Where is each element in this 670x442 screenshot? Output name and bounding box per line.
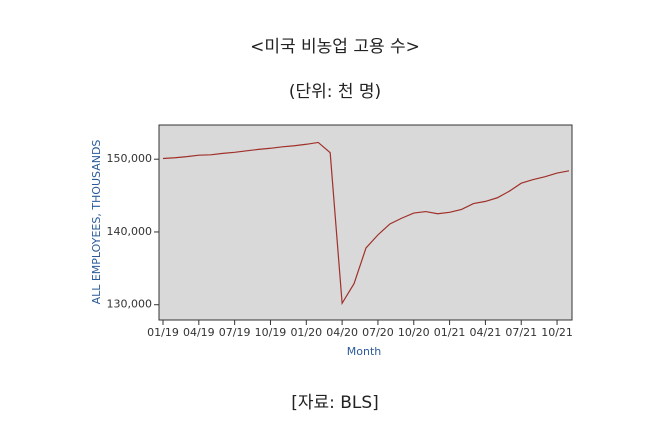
y-tick-label: 140,000 [107, 225, 153, 238]
x-tick-label: 01/20 [290, 326, 322, 339]
x-tick-label: 07/19 [219, 326, 251, 339]
x-tick-label: 04/19 [183, 326, 215, 339]
x-tick-label: 10/20 [398, 326, 430, 339]
y-axis-label: ALL EMPLOYEES, THOUSANDS [90, 140, 103, 305]
x-tick-label: 10/21 [541, 326, 573, 339]
y-tick-label: 150,000 [107, 152, 153, 165]
source-note: [자료: BLS] [291, 393, 379, 413]
x-tick-label: 07/20 [362, 326, 394, 339]
x-axis-label: Month [347, 345, 382, 358]
data-line [162, 141, 570, 306]
x-tick-label: 04/20 [326, 326, 358, 339]
x-tick-label: 04/21 [470, 326, 502, 339]
x-tick-label: 07/21 [505, 326, 537, 339]
x-tick-label: 01/21 [434, 326, 466, 339]
y-tick-label: 130,000 [107, 298, 153, 311]
plot-area [158, 124, 573, 321]
chart-subtitle: (단위: 천 명) [289, 82, 381, 102]
x-tick-label: 01/19 [147, 326, 179, 339]
chart-title: <미국 비농업 고용 수> [250, 37, 420, 57]
x-tick-label: 10/19 [255, 326, 287, 339]
